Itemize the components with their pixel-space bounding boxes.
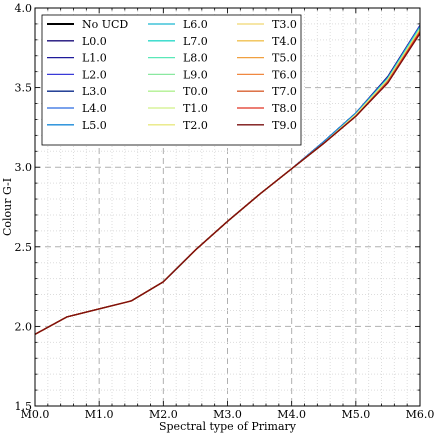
series-line-t9-0: [34, 33, 421, 335]
legend-label: L0.0: [82, 35, 107, 48]
y-tick-label: 3.0: [15, 161, 33, 174]
x-tick-label: M1.0: [85, 408, 114, 421]
x-tick-label: M2.0: [149, 408, 178, 421]
series-lines: [34, 25, 421, 335]
y-tick-label: 2.0: [15, 320, 33, 333]
legend-label: L1.0: [82, 52, 107, 65]
legend-label: T0.0: [183, 85, 208, 98]
x-tick-label: M6.0: [406, 408, 435, 421]
legend-label: T4.0: [272, 35, 297, 48]
x-tick-label: M0.0: [21, 408, 50, 421]
x-tick-label: M4.0: [277, 408, 306, 421]
legend-label: L7.0: [183, 35, 208, 48]
legend-label: T9.0: [272, 119, 297, 132]
x-tick-label: M3.0: [213, 408, 242, 421]
y-axis-label: Colour G-I: [1, 178, 14, 236]
legend-box: [41, 14, 302, 146]
legend-label: L6.0: [183, 18, 208, 31]
tick-marks: [34, 7, 421, 407]
legend-label: T1.0: [183, 102, 208, 115]
legend-label: T3.0: [272, 18, 297, 31]
legend-label: T2.0: [183, 119, 208, 132]
x-axis-label: Spectral type of Primary: [159, 420, 297, 433]
y-tick-label: 4.0: [15, 2, 33, 15]
legend-label: L4.0: [82, 102, 107, 115]
legend-label: L9.0: [183, 68, 208, 81]
legend-label: L2.0: [82, 68, 107, 81]
legend-label: L5.0: [82, 119, 107, 132]
y-tick-label: 2.5: [15, 241, 33, 254]
x-tick-label: M5.0: [341, 408, 370, 421]
legend-label: L8.0: [183, 52, 208, 65]
y-tick-label: 1.5: [15, 400, 33, 413]
y-tick-label: 3.5: [15, 82, 33, 95]
legend-label: T5.0: [272, 52, 297, 65]
legend-label: T6.0: [272, 68, 297, 81]
legend: No UCD L0.0 L1.0 L2.0 L3.0 L4.0 L5.0 L6.0 L7.0 L8…: [41, 14, 302, 146]
legend-label: No UCD: [82, 18, 128, 31]
legend-label: T7.0: [272, 85, 297, 98]
legend-label: T8.0: [272, 102, 297, 115]
tick-labels: M0.0 M1.0 M2.0 M3.0 M4.0 M5.0 M6.0 1.5 2.0 2.5 3.0…: [15, 2, 435, 421]
legend-label: L3.0: [82, 85, 107, 98]
